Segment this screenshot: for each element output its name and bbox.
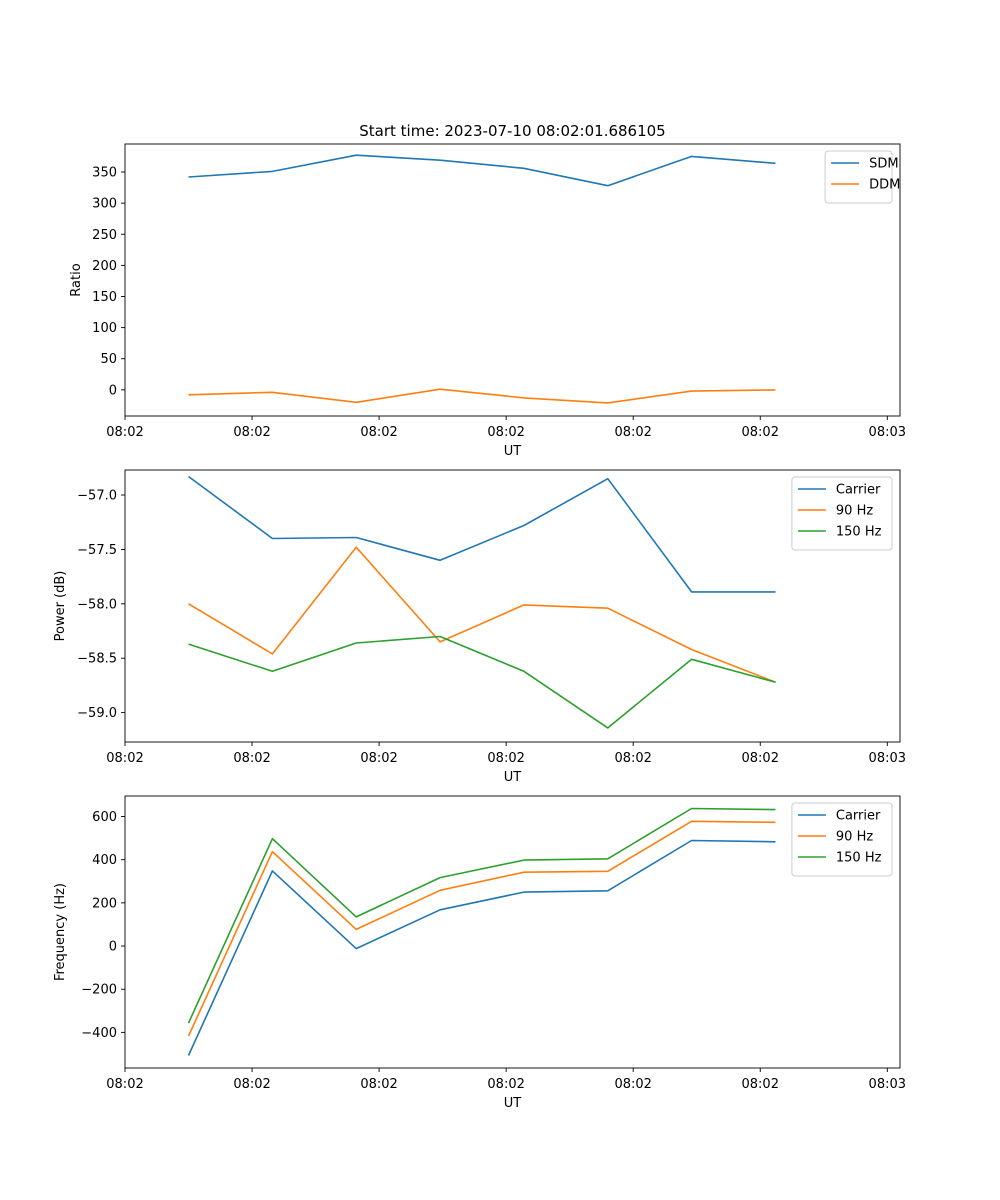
legend-label: Carrier <box>836 483 881 498</box>
y-axis-label: Frequency (Hz) <box>53 883 68 981</box>
y-tick-label: 150 <box>92 290 117 305</box>
axes-frame <box>124 143 901 417</box>
y-tick-label: 200 <box>92 259 117 274</box>
x-tick-label: 08:02 <box>742 425 779 440</box>
legend: Carrier 90 Hz 150 Hz <box>791 802 893 877</box>
y-tick-label: −57.5 <box>77 543 117 558</box>
x-tick-label: 08:02 <box>233 751 270 766</box>
series-line-carrier <box>187 839 776 1056</box>
series-line-150-hz <box>188 635 776 729</box>
panel-1: Start time: 2023-07-10 08:02:01.686105 08… <box>69 122 906 459</box>
series-line-150-hz <box>187 807 776 1024</box>
legend: SDM DDM <box>824 150 900 204</box>
chart-title: Start time: 2023-07-10 08:02:01.686105 <box>359 122 665 140</box>
x-tick-label: 08:03 <box>869 1077 906 1092</box>
y-tick-label: 50 <box>100 352 117 367</box>
legend-label: 150 Hz <box>836 851 882 866</box>
y-tick-label: 300 <box>92 197 117 212</box>
legend-label: 150 Hz <box>836 525 882 540</box>
x-tick-label: 08:02 <box>742 751 779 766</box>
x-axis-label: UT <box>504 770 522 785</box>
y-tick-label: −58.5 <box>77 652 117 667</box>
y-tick-label: −400 <box>81 1026 117 1041</box>
x-tick-label: 08:02 <box>106 1077 143 1092</box>
x-tick-label: 08:02 <box>487 751 524 766</box>
y-tick-label: −57.0 <box>77 489 117 504</box>
legend-label: SDM <box>869 157 898 172</box>
series-line-sdm <box>188 154 776 187</box>
x-tick-label: 08:02 <box>233 425 270 440</box>
x-tick-label: 08:02 <box>360 1077 397 1092</box>
legend-label: 90 Hz <box>836 830 873 845</box>
series-line-ddm <box>188 388 776 404</box>
x-tick-label: 08:02 <box>614 1077 651 1092</box>
y-tick-label: 350 <box>92 166 117 181</box>
legend-label: Carrier <box>836 809 881 824</box>
x-tick-label: 08:03 <box>869 425 906 440</box>
x-tick-label: 08:02 <box>360 751 397 766</box>
legend-box <box>824 150 893 204</box>
x-tick-label: 08:02 <box>487 1077 524 1092</box>
series-line-90-hz <box>187 820 776 1037</box>
y-tick-label: 0 <box>109 940 117 955</box>
x-tick-label: 08:02 <box>487 425 524 440</box>
x-tick-label: 08:02 <box>742 1077 779 1092</box>
legend-label: DDM <box>869 178 900 193</box>
series-line-90-hz <box>188 546 776 683</box>
y-tick-label: 400 <box>92 853 117 868</box>
y-tick-label: 250 <box>92 228 117 243</box>
panel-3: 08:02 08:02 08:02 08:02 08:02 08:02 08:03 −400 −… <box>53 795 906 1111</box>
x-tick-label: 08:02 <box>233 1077 270 1092</box>
x-axis-label: UT <box>504 444 522 459</box>
y-tick-label: 100 <box>92 321 117 336</box>
axes-frame <box>124 469 901 743</box>
legend-label: 90 Hz <box>836 504 873 519</box>
axes-frame <box>124 795 901 1069</box>
y-axis-label: Ratio <box>69 263 84 296</box>
x-axis-label: UT <box>504 1096 522 1111</box>
y-tick-label: −58.0 <box>77 597 117 612</box>
legend: Carrier 90 Hz 150 Hz <box>791 476 893 551</box>
y-axis-label: Power (dB) <box>53 571 68 642</box>
y-tick-label: 0 <box>109 383 117 398</box>
y-tick-label: 200 <box>92 896 117 911</box>
x-tick-label: 08:02 <box>614 751 651 766</box>
y-tick-label: −200 <box>81 983 117 998</box>
x-tick-label: 08:02 <box>360 425 397 440</box>
x-tick-label: 08:03 <box>869 751 906 766</box>
x-tick-label: 08:02 <box>106 425 143 440</box>
x-tick-label: 08:02 <box>614 425 651 440</box>
x-tick-label: 08:02 <box>106 751 143 766</box>
series-line-carrier <box>188 475 776 593</box>
y-tick-label: 600 <box>92 810 117 825</box>
y-tick-label: −59.0 <box>77 706 117 721</box>
panel-2: 08:02 08:02 08:02 08:02 08:02 08:02 08:03 −59.0… <box>53 469 906 785</box>
